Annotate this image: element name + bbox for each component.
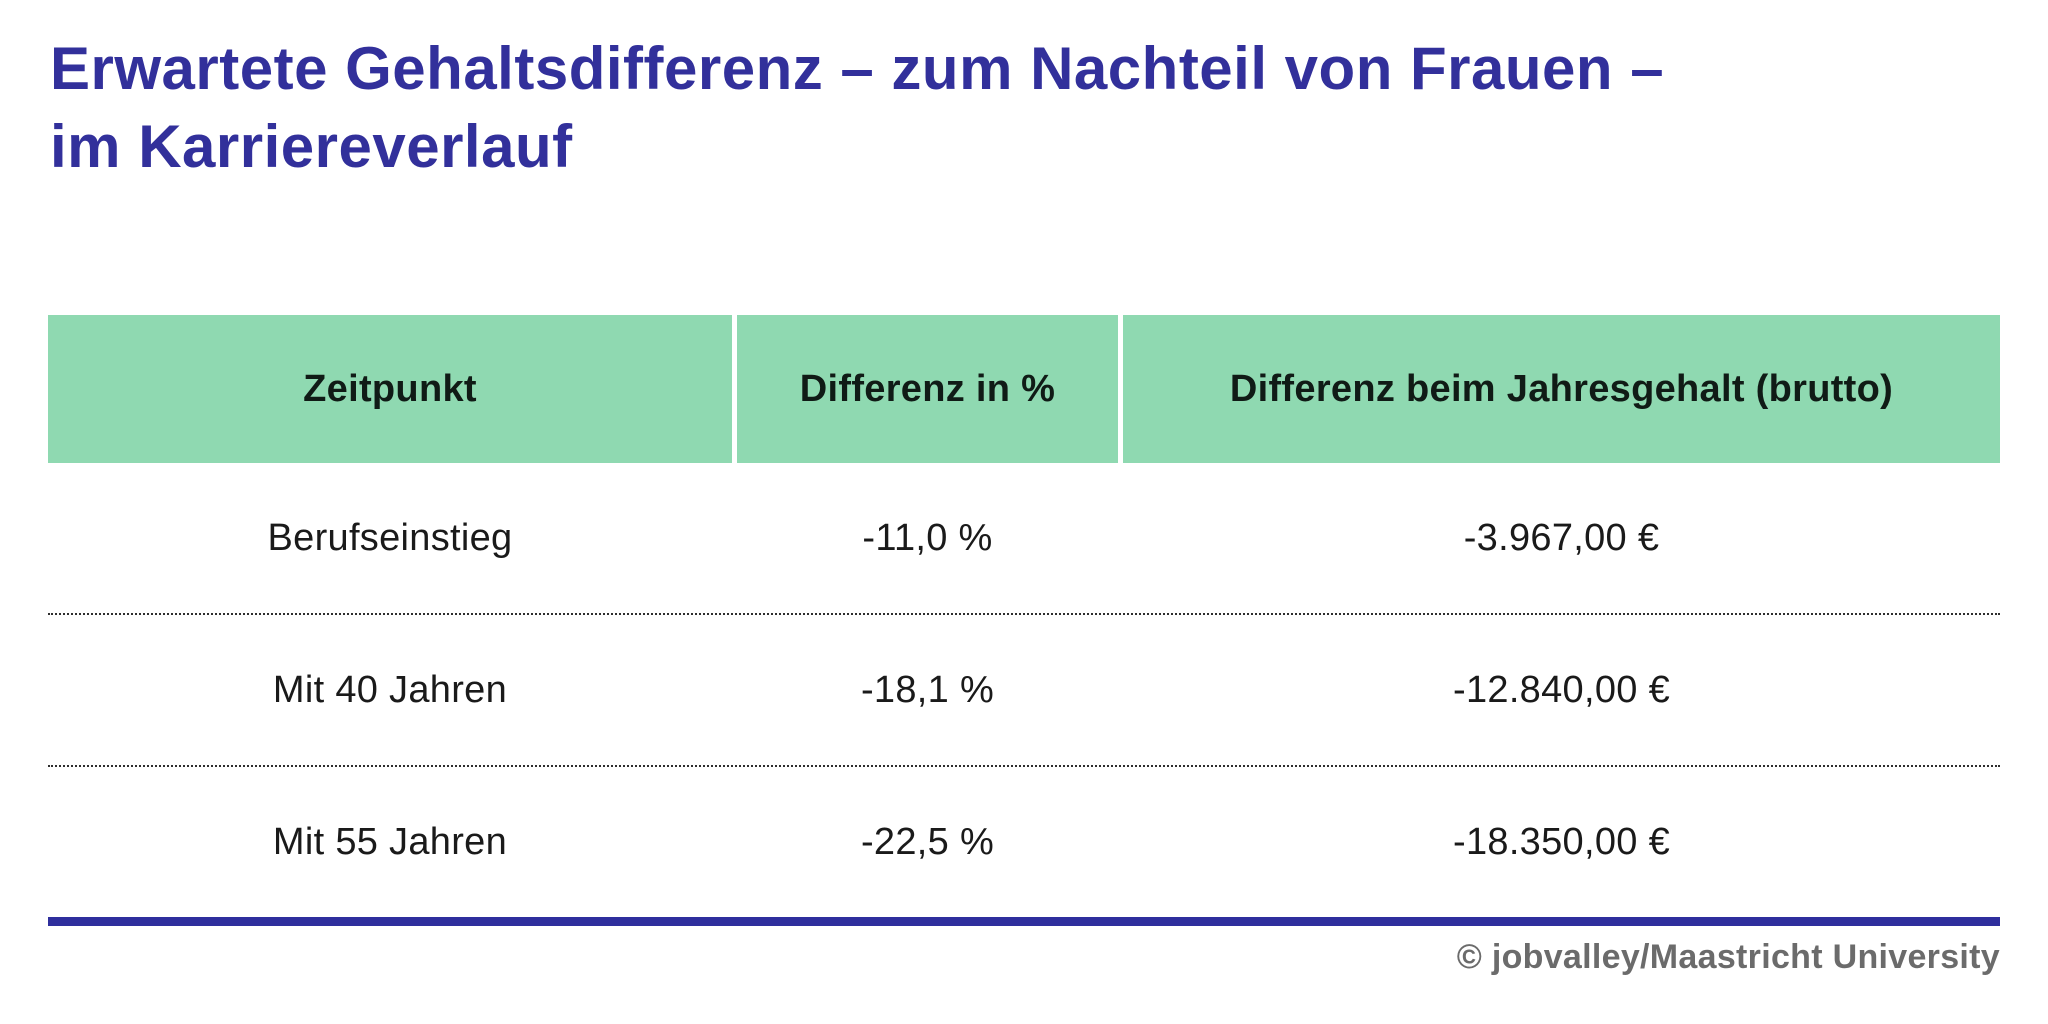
source-credit: © jobvalley/Maastricht University xyxy=(1456,938,2000,976)
cell-differenz-prozent: -11,0 % xyxy=(862,516,993,559)
cell-zeitpunkt: Mit 40 Jahren xyxy=(272,668,508,711)
cell-differenz-jahresgehalt: -18.350,00 € xyxy=(1453,820,1670,863)
bottom-accent-line xyxy=(48,917,2000,926)
cell-differenz-prozent: -18,1 % xyxy=(860,668,995,711)
table-row: Mit 40 Jahren -18,1 % -12.840,00 € xyxy=(48,615,2000,767)
table-header-row: Zeitpunkt Differenz in % Differenz beim … xyxy=(48,315,2000,463)
cell-zeitpunkt: Mit 55 Jahren xyxy=(272,820,508,863)
table-row: Berufseinstieg -11,0 % -3.967,00 € xyxy=(48,463,2000,615)
table-header-differenz-prozent: Differenz in % xyxy=(737,315,1118,463)
page-title-line-2: im Karriereverlauf xyxy=(50,113,573,180)
page-title: Erwartete Gehaltsdifferenz – zum Nachtei… xyxy=(50,30,1980,186)
header-gap xyxy=(732,315,737,463)
cell-zeitpunkt: Berufseinstieg xyxy=(267,516,513,559)
cell-differenz-jahresgehalt: -3.967,00 € xyxy=(1463,516,1660,559)
table-row: Mit 55 Jahren -22,5 % -18.350,00 € xyxy=(48,767,2000,917)
page-title-line-1: Erwartete Gehaltsdifferenz – zum Nachtei… xyxy=(50,35,1665,102)
table-header-zeitpunkt: Zeitpunkt xyxy=(48,315,732,463)
salary-difference-table: Zeitpunkt Differenz in % Differenz beim … xyxy=(48,315,2000,926)
table-header-differenz-jahresgehalt: Differenz beim Jahresgehalt (brutto) xyxy=(1123,315,2000,463)
header-gap xyxy=(1118,315,1123,463)
cell-differenz-prozent: -22,5 % xyxy=(860,820,995,863)
cell-differenz-jahresgehalt: -12.840,00 € xyxy=(1453,668,1670,711)
